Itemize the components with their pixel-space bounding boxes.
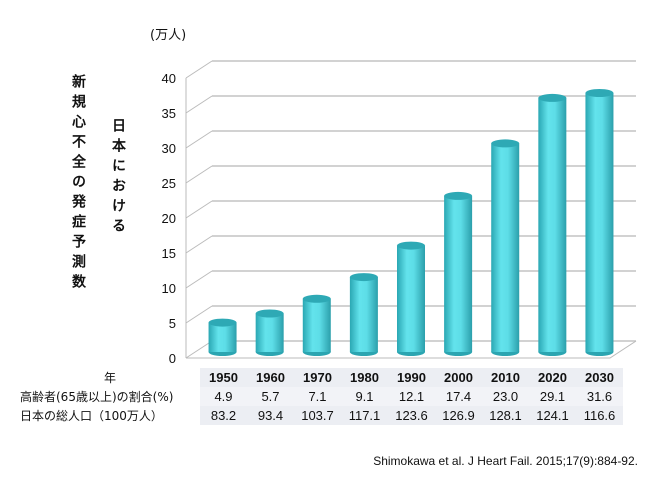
y-tick-label: 25: [162, 176, 176, 191]
bar-cap: [349, 273, 378, 282]
table-cell: 9.1: [341, 387, 388, 406]
table-cell: 5.7: [247, 387, 294, 406]
grid-diagonal: [185, 235, 213, 254]
bar: [255, 313, 284, 352]
bar-1990: [397, 241, 425, 356]
y-tick-label: 15: [162, 246, 176, 261]
table-cell: 17.4: [435, 387, 482, 406]
table-cell: 93.4: [247, 406, 294, 425]
y-tick-label: 20: [162, 211, 176, 226]
table-cell: 2010: [482, 368, 529, 387]
data-table: 年 1950 1960 1970 1980 1990 2000 2010 2020 2030 高…: [20, 368, 623, 425]
grid-diagonal: [185, 95, 213, 114]
y-tick-label: 40: [162, 71, 176, 86]
table-cell: 123.6: [388, 406, 435, 425]
year-label: 年: [103, 371, 116, 385]
bar-2030: [585, 89, 614, 356]
bar-1960: [255, 309, 284, 356]
bar-1950: [208, 318, 237, 356]
bar: [585, 93, 614, 352]
table-cell: 29.1: [529, 387, 576, 406]
table-cell: 2030: [576, 368, 623, 387]
grid-diagonal: [185, 130, 213, 149]
table-cell: 2020: [529, 368, 576, 387]
bar-cap: [255, 309, 284, 318]
bar: [397, 245, 425, 352]
bar: [302, 298, 331, 352]
y-axis-title: 新規心不全の発症予測数: [70, 74, 86, 294]
y-tick-label: 0: [169, 351, 176, 366]
bar-2010: [491, 139, 520, 356]
bar: [349, 277, 378, 352]
table-cell: 103.7: [294, 406, 341, 425]
table-row-population: 日本の総人口（100万人） 83.2 93.4 103.7 117.1 123.6 126…: [20, 406, 623, 425]
bar-2020: [538, 93, 567, 356]
table-row-elderly: 高齢者(65歳以上)の割合(%) 4.9 5.7 7.1 9.1 12.1 17.4 23.…: [20, 387, 623, 406]
bar-2000: [444, 191, 473, 356]
bar-cap: [585, 89, 614, 97]
bar-chart: 0 5 10 15 20 25 30 35 40: [162, 60, 637, 366]
bar-cap: [538, 93, 567, 102]
y-tick-label: 5: [169, 316, 176, 331]
bar-1970: [302, 294, 331, 356]
table-cell: 128.1: [482, 406, 529, 425]
table-cell: 4.9: [200, 387, 247, 406]
bar-1980: [349, 273, 378, 356]
table-row-years: 年 1950 1960 1970 1980 1990 2000 2010 2020 2030: [20, 368, 623, 387]
bar-cap: [208, 318, 237, 327]
grid-diagonal: [185, 165, 213, 184]
elderly-label: 高齢者(65歳以上)の割合(%): [20, 390, 174, 404]
y-tick-label: 35: [162, 106, 176, 121]
table-cell: 126.9: [435, 406, 482, 425]
floor-edge: [186, 340, 637, 359]
y-tick-label: 30: [162, 141, 176, 156]
grid-diagonal: [185, 200, 213, 219]
table-cell: 117.1: [341, 406, 388, 425]
y-tick-label: 10: [162, 281, 176, 296]
unit-label: (万人): [150, 28, 187, 43]
table-cell: 2000: [435, 368, 482, 387]
table-cell: 1960: [247, 368, 294, 387]
bar-cap: [444, 191, 473, 200]
grid-diagonal: [185, 270, 213, 289]
table-cell: 116.6: [576, 406, 623, 425]
bar-cap: [397, 241, 425, 250]
table-cell: 31.6: [576, 387, 623, 406]
table-cell: 1970: [294, 368, 341, 387]
table-cell: 1980: [341, 368, 388, 387]
bar: [538, 97, 567, 353]
bar-cap: [302, 294, 331, 303]
grid-diagonal: [185, 305, 213, 324]
y-axis-subtitle: 日本における: [110, 118, 126, 238]
table-cell: 23.0: [482, 387, 529, 406]
table-cell: 124.1: [529, 406, 576, 425]
grid-diagonal: [185, 340, 213, 359]
grid-diagonal: [185, 60, 213, 79]
citation: Shimokawa et al. J Heart Fail. 2015;17(9…: [373, 454, 638, 468]
bar: [491, 143, 520, 352]
bar-cap: [491, 139, 520, 148]
bar: [444, 195, 473, 352]
table-cell: 1990: [388, 368, 435, 387]
table-cell: 12.1: [388, 387, 435, 406]
table-cell: 1950: [200, 368, 247, 387]
table-cell: 83.2: [200, 406, 247, 425]
table-cell: 7.1: [294, 387, 341, 406]
population-label: 日本の総人口（100万人）: [20, 409, 163, 423]
bar: [208, 322, 237, 352]
